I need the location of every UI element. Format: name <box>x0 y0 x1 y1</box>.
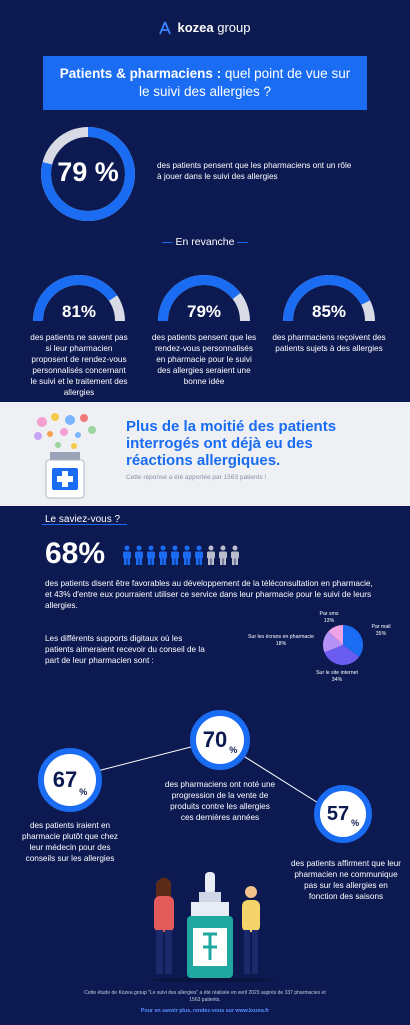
gauge-2-text: des patients pensent que les rendez-vous… <box>151 333 257 386</box>
gauge-3-text: des pharmaciens reçoivent des patients s… <box>272 333 386 353</box>
stat-67-unit: % <box>79 787 88 797</box>
logo-suffix: group <box>217 20 251 35</box>
pie-slice <box>343 625 363 657</box>
revanche-heading: — En revanche — <box>162 236 248 248</box>
pie-label-mail-value: 35% <box>375 630 387 637</box>
saviez-text: des patients disent être favorables au d… <box>45 579 373 610</box>
pie-label-ecrans-value: 18% <box>275 640 287 647</box>
saviez-percent: 68% <box>45 537 106 570</box>
person-icon <box>195 545 203 565</box>
supports-pie-chart <box>323 625 363 665</box>
gauge-2-percent: 79% <box>186 302 222 321</box>
stat-70-text: des pharmaciens ont noté une progression… <box>164 780 276 822</box>
hero-percent: 79 % <box>57 157 119 187</box>
gauge-2 <box>158 275 250 322</box>
person-icon <box>159 545 167 565</box>
title-banner: Patients & pharmaciens : quel point de v… <box>43 56 367 110</box>
gauge-3-percent: 85% <box>311 302 347 321</box>
person-icon <box>207 545 215 565</box>
pie-label-ecrans-name: Sur les écrans en pharmacie <box>247 634 315 640</box>
person-icon <box>231 545 239 565</box>
pie-label-mail-name: Par mail <box>371 624 391 630</box>
person-icon <box>147 545 155 565</box>
person-icon <box>123 545 131 565</box>
stat-57-text: des patients affirment que leur pharmaci… <box>291 859 401 901</box>
kozea-logo-icon <box>159 21 172 34</box>
banner-text: quel point de vue sur le suivi des aller… <box>138 66 351 99</box>
people-icons <box>122 545 240 565</box>
pie-slice <box>328 625 343 645</box>
person-icon <box>219 545 227 565</box>
saviez-title: Le saviez-vous ? <box>45 514 121 525</box>
banner-bold: Patients & pharmaciens : <box>59 66 222 81</box>
pie-label-mail: Par mail 35% <box>366 624 396 637</box>
reactions-note: Cette réponse a été apportée par 1563 pa… <box>126 474 267 481</box>
nasal-spray-illustration <box>151 872 275 982</box>
person-icon <box>183 545 191 565</box>
gauge-1 <box>33 275 125 322</box>
footer-link[interactable]: Pour en savoir plus, rendez-vous sur www… <box>140 1008 270 1014</box>
stat-67-value: 67 <box>52 767 78 792</box>
stat-57-unit: % <box>351 818 360 828</box>
revanche-title: En revanche <box>175 236 235 248</box>
stat-70-unit: % <box>229 745 238 755</box>
stat-57-circle: 57% <box>314 785 372 843</box>
gauge-1-percent: 81% <box>61 302 97 321</box>
saviez-underline <box>42 522 127 525</box>
pie-slice <box>323 631 343 653</box>
supports-text: Les différents supports digitaux où les … <box>45 634 205 665</box>
hero-donut <box>41 127 135 221</box>
stat-70-circle: 70% <box>190 710 250 770</box>
pie-slice <box>324 645 360 665</box>
pie-label-sms-value: 13% <box>323 617 335 624</box>
header-logo: kozea group <box>0 20 410 35</box>
person-icon <box>135 545 143 565</box>
medicine-bottle-icon <box>34 413 96 499</box>
pie-label-sms: Par sms 13% <box>314 611 344 624</box>
hero-text: des patients pensent que les pharmaciens… <box>157 161 352 181</box>
person-icon <box>171 545 179 565</box>
stat-67-text: des patients iraient en pharmacie plutôt… <box>21 821 119 863</box>
logo-brand: kozea <box>177 20 214 35</box>
gauge-3 <box>283 275 375 322</box>
stat-57-value: 57 <box>326 802 350 825</box>
stat-70-value: 70 <box>202 727 228 752</box>
footer-text: Cette étude de Kozea group "Le suivi des… <box>84 990 326 1003</box>
pie-label-site-value: 34% <box>331 676 343 683</box>
pie-label-sms-name: Par sms <box>319 611 339 617</box>
pie-label-site: Sur le site internet 34% <box>308 670 366 683</box>
gauge-1-text: des patients ne savent pas si leur pharm… <box>30 333 128 397</box>
pie-label-site-name: Sur le site internet <box>316 670 358 676</box>
reactions-title: Plus de la moitié des patients interrogé… <box>126 418 337 469</box>
pie-label-ecrans: Sur les écrans en pharmacie 18% <box>240 634 322 647</box>
stat-67-circle: 67% <box>38 748 102 812</box>
